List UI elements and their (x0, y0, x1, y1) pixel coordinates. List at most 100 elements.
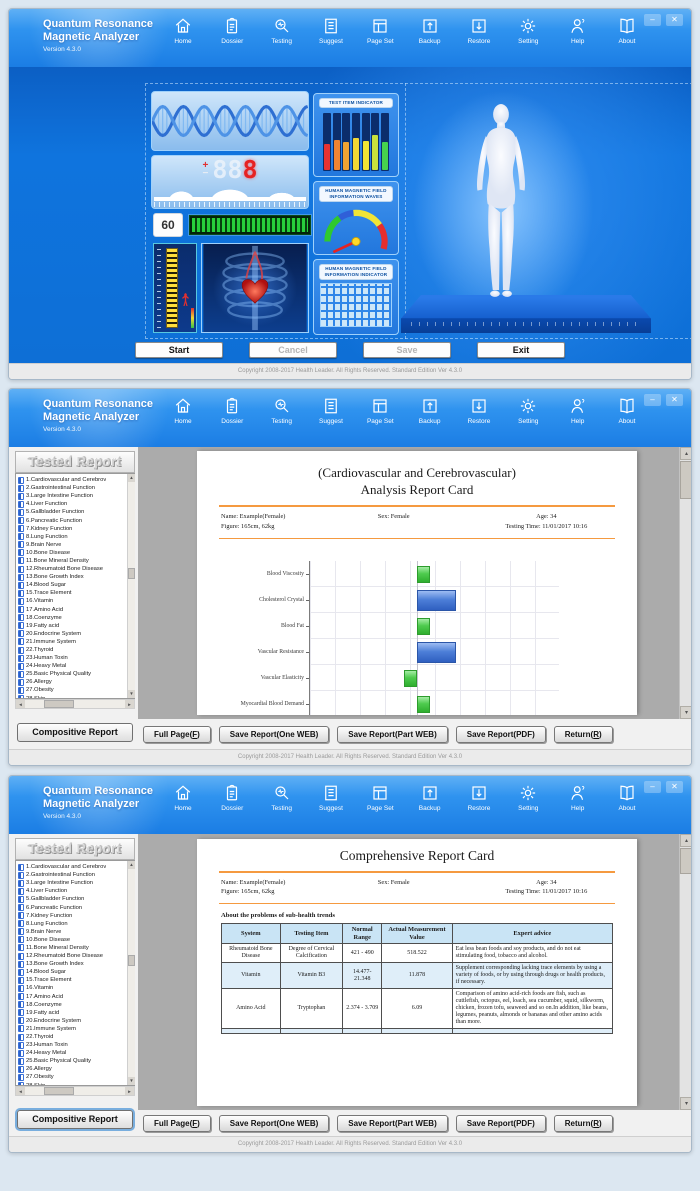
toolbar-item[interactable]: Backup (408, 784, 452, 812)
report-list-item[interactable]: 3.Large Intestine Function (18, 879, 134, 887)
report-action-button[interactable]: Save Report(One WEB) (218, 726, 330, 743)
toolbar-item[interactable]: Home (161, 784, 205, 812)
report-list-item[interactable]: 8.Lung Function (18, 533, 134, 541)
toolbar-item[interactable]: Dossier (210, 17, 254, 45)
toolbar-item[interactable]: Restore (457, 784, 501, 812)
report-list-item[interactable]: 23.Human Toxin (18, 1041, 134, 1049)
toolbar-item[interactable]: Testing (260, 784, 304, 812)
report-list-item[interactable]: 1.Cardiovascular and Cerebrov (18, 476, 134, 484)
toolbar-item[interactable]: Help (556, 784, 600, 812)
toolbar-item[interactable]: Setting (506, 784, 550, 812)
report-list-item[interactable]: 24.Heavy Metal (18, 1049, 134, 1057)
report-list-item[interactable]: 7.Kidney Function (18, 525, 134, 533)
report-list-item[interactable]: 23.Human Toxin (18, 654, 134, 662)
report-list-item[interactable]: 24.Heavy Metal (18, 662, 134, 670)
sidebar-vertical-scrollbar[interactable]: ▲ ▼ (127, 861, 135, 1085)
report-action-button[interactable]: Return(R) (553, 726, 613, 743)
report-list-item[interactable]: 15.Trace Element (18, 976, 134, 984)
report-list-item[interactable]: 8.Lung Function (18, 920, 134, 928)
report-action-button[interactable]: Save Report(One WEB) (218, 1115, 330, 1132)
scroll-up-arrow[interactable]: ▲ (128, 861, 135, 869)
report-list-item[interactable]: 16.Vitamin (18, 597, 134, 605)
report-list-item[interactable]: 20.Endocrine System (18, 630, 134, 638)
report-list-item[interactable]: 10.Bone Disease (18, 936, 134, 944)
report-list-item[interactable]: 22.Thyroid (18, 1033, 134, 1041)
scroll-right-arrow[interactable]: ► (125, 700, 134, 708)
scroll-down-arrow[interactable]: ▼ (128, 690, 135, 698)
report-list-item[interactable]: 13.Bone Growth Index (18, 960, 134, 968)
report-list-item[interactable]: 9.Brain Nerve (18, 541, 134, 549)
scroll-thumb[interactable] (128, 955, 135, 967)
minimize-button[interactable]: – (644, 394, 661, 406)
report-list-item[interactable]: 4.Liver Function (18, 500, 134, 508)
scroll-down-arrow[interactable]: ▾ (680, 1097, 691, 1110)
report-list-item[interactable]: 6.Pancreatic Function (18, 516, 134, 525)
toolbar-item[interactable]: Testing (260, 397, 304, 425)
report-list-item[interactable]: 22.Thyroid (18, 646, 134, 654)
toolbar-item[interactable]: About (605, 397, 649, 425)
toolbar-item[interactable]: Setting (506, 397, 550, 425)
scroll-right-arrow[interactable]: ► (125, 1087, 134, 1095)
close-button[interactable]: ✕ (666, 14, 683, 26)
toolbar-item[interactable]: Restore (457, 17, 501, 45)
testing-button[interactable]: Save (363, 342, 451, 358)
report-list-item[interactable]: 16.Vitamin (18, 984, 134, 992)
toolbar-item[interactable]: Suggest (309, 397, 353, 425)
report-action-button[interactable]: Full Page(F) (143, 1115, 211, 1132)
scroll-down-arrow[interactable]: ▾ (680, 706, 691, 719)
report-list-item[interactable]: 21.Immune System (18, 1025, 134, 1033)
scroll-thumb[interactable] (44, 1087, 74, 1095)
report-list-item[interactable]: 6.Pancreatic Function (18, 903, 134, 912)
report-list-item[interactable]: 27.Obesity (18, 686, 134, 694)
scroll-thumb[interactable] (44, 700, 74, 708)
toolbar-item[interactable]: Help (556, 397, 600, 425)
report-list-item[interactable]: 5.Gallbladder Function (18, 508, 134, 516)
scroll-left-arrow[interactable]: ◄ (16, 1087, 25, 1095)
report-list-item[interactable]: 11.Bone Mineral Density (18, 557, 134, 565)
report-list-item[interactable]: 17.Amino Acid (18, 606, 134, 614)
report-vertical-scrollbar[interactable]: ▴ ▾ (679, 834, 691, 1110)
report-list-item[interactable]: 26.Allergy (18, 1065, 134, 1073)
report-list-item[interactable]: 9.Brain Nerve (18, 928, 134, 936)
toolbar-item[interactable]: Suggest (309, 17, 353, 45)
report-list-item[interactable]: 18.Coenzyme (18, 614, 134, 622)
toolbar-item[interactable]: Home (161, 397, 205, 425)
report-action-button[interactable]: Save Report(Part WEB) (337, 1115, 448, 1132)
report-list-item[interactable]: 13.Bone Growth Index (18, 573, 134, 581)
scroll-thumb[interactable] (680, 848, 691, 874)
report-list-item[interactable]: 25.Basic Physical Quality (18, 1057, 134, 1065)
toolbar-item[interactable]: Restore (457, 397, 501, 425)
scroll-thumb[interactable] (128, 568, 135, 580)
report-list-item[interactable]: 27.Obesity (18, 1073, 134, 1081)
toolbar-item[interactable]: Setting (506, 17, 550, 45)
close-button[interactable]: ✕ (666, 781, 683, 793)
report-list-item[interactable]: 15.Trace Element (18, 589, 134, 597)
report-list-item[interactable]: 18.Coenzyme (18, 1001, 134, 1009)
report-list-item[interactable]: 14.Blood Sugar (18, 968, 134, 976)
report-list-item[interactable]: 7.Kidney Function (18, 912, 134, 920)
scroll-thumb[interactable] (680, 461, 691, 499)
report-list-item[interactable]: 1.Cardiovascular and Cerebrov (18, 863, 134, 871)
minimize-button[interactable]: – (644, 14, 661, 26)
report-list-item[interactable]: 20.Endocrine System (18, 1017, 134, 1025)
report-action-button[interactable]: Save Report(PDF) (455, 726, 546, 743)
report-vertical-scrollbar[interactable]: ▴ ▾ (679, 447, 691, 719)
close-button[interactable]: ✕ (666, 394, 683, 406)
report-list-item[interactable]: 28.Skin (18, 1082, 134, 1085)
toolbar-item[interactable]: Suggest (309, 784, 353, 812)
report-list-item[interactable]: 3.Large Intestine Function (18, 492, 134, 500)
report-list-item[interactable]: 28.Skin (18, 695, 134, 698)
scroll-left-arrow[interactable]: ◄ (16, 700, 25, 708)
report-list-item[interactable]: 14.Blood Sugar (18, 581, 134, 589)
report-action-button[interactable]: Save Report(PDF) (455, 1115, 546, 1132)
report-list-item[interactable]: 11.Bone Mineral Density (18, 944, 134, 952)
scroll-down-arrow[interactable]: ▼ (128, 1077, 135, 1085)
compositive-report-button[interactable]: Compositive Report (17, 1110, 133, 1129)
report-list-item[interactable]: 19.Fatty acid (18, 1009, 134, 1017)
minimize-button[interactable]: – (644, 781, 661, 793)
report-list-item[interactable]: 4.Liver Function (18, 887, 134, 895)
report-action-button[interactable]: Full Page(F) (143, 726, 211, 743)
report-list-item[interactable]: 17.Amino Acid (18, 993, 134, 1001)
scroll-up-arrow[interactable]: ▴ (680, 834, 691, 847)
report-list-item[interactable]: 25.Basic Physical Quality (18, 670, 134, 678)
